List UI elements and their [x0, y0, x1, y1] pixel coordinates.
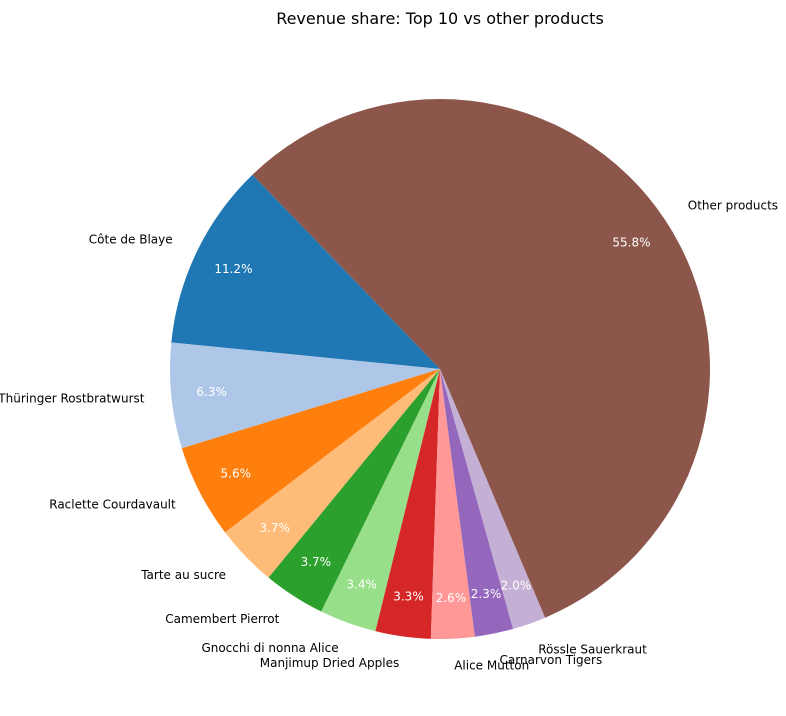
slice-label-rossle-sauerkraut: Rössle Sauerkraut [538, 642, 647, 656]
pct-label-tarte-au-sucre: 3.7% [259, 521, 290, 535]
pie-slice-gnocchi-di-nonna-alice [321, 369, 440, 632]
pct-label-thuringer-rostbratwurst: 6.3% [196, 385, 227, 399]
pie-slice-manjimup-dried-apples [375, 369, 440, 639]
category-labels: Côte de Blaye Thüringer Rostbratwurst Racl… [0, 198, 778, 672]
chart-title: Revenue share: Top 10 vs other products [276, 9, 604, 28]
pie-slice-cote-de-blaye [171, 174, 440, 369]
slice-label-carnarvon-tigers: Carnarvon Tigers [500, 653, 603, 667]
slice-label-raclette-courdavault: Raclette Courdavault [49, 498, 176, 512]
pie-slice-alice-mutton [430, 369, 475, 639]
slice-label-other-products: Other products [688, 198, 778, 212]
pct-label-gnocchi-di-nonna-alice: 3.4% [346, 578, 377, 592]
slice-label-thuringer-rostbratwurst: Thüringer Rostbratwurst [0, 392, 145, 406]
slice-label-alice-mutton: Alice Mutton [454, 659, 529, 673]
pie-slice-camembert-pierrot [268, 369, 440, 612]
pct-label-carnarvon-tigers: 2.3% [471, 587, 502, 601]
pct-label-other-products: 55.8% [612, 235, 650, 249]
pct-label-manjimup-dried-apples: 3.3% [393, 589, 424, 603]
pct-label-rossle-sauerkraut: 2.0% [501, 579, 532, 593]
slice-label-camembert-pierrot: Camembert Pierrot [165, 612, 279, 626]
pie-slice-other-products [252, 99, 710, 618]
pie-slices [170, 99, 710, 639]
slice-label-gnocchi-di-nonna-alice: Gnocchi di nonna Alice [201, 641, 338, 655]
slice-label-cote-de-blaye: Côte de Blaye [89, 233, 173, 247]
pie-slice-carnarvon-tigers [440, 369, 514, 637]
pct-label-alice-mutton: 2.6% [436, 591, 467, 605]
pct-label-cote-de-blaye: 11.2% [214, 262, 252, 276]
slice-label-manjimup-dried-apples: Manjimup Dried Apples [260, 656, 399, 670]
pie-slice-thuringer-rostbratwurst [170, 342, 440, 449]
pie-slice-rossle-sauerkraut [440, 369, 546, 629]
slice-label-tarte-au-sucre: Tarte au sucre [140, 568, 226, 582]
pie-slice-raclette-courdavault [181, 369, 440, 533]
pie-slice-tarte-au-sucre [225, 369, 440, 578]
pct-label-raclette-courdavault: 5.6% [221, 467, 252, 481]
pct-label-camembert-pierrot: 3.7% [301, 555, 332, 569]
percentage-labels: 11.2% 6.3% 5.6% 3.7% 3.7% 3.4% 3.3% 2.6% 2.3%2.0… [196, 235, 650, 605]
